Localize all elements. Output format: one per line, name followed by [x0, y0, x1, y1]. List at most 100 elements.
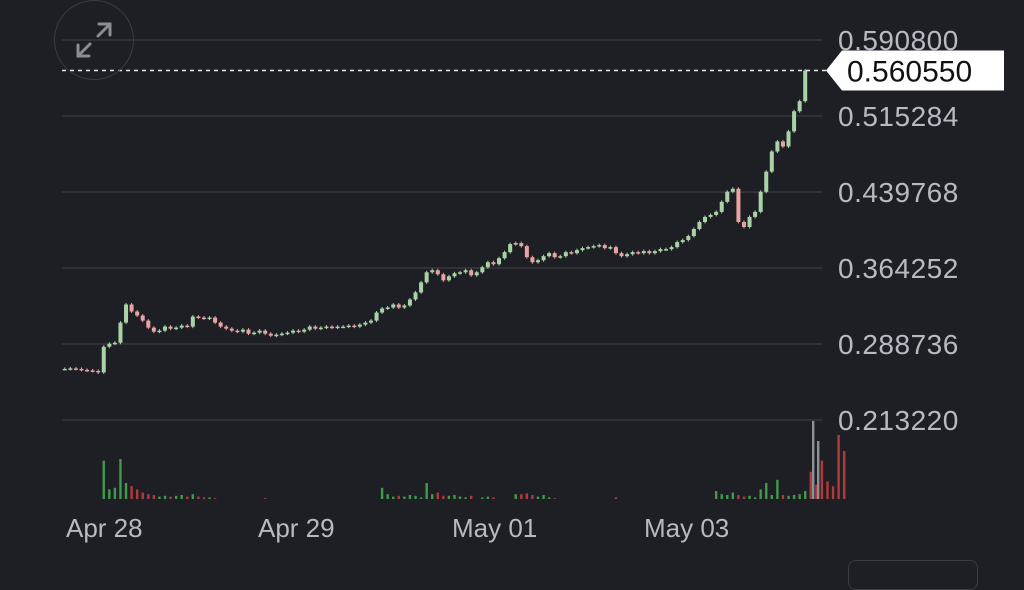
candle-body: [586, 247, 591, 249]
volume-bar: [787, 495, 790, 499]
volume-bar: [397, 495, 401, 499]
volume-bar: [386, 494, 389, 499]
volume-bar: [464, 497, 467, 499]
volume-bar: [553, 498, 556, 499]
volume-bar: [436, 492, 439, 499]
candle-body: [753, 211, 758, 217]
candle-body: [569, 252, 574, 254]
volume-bar-current: [817, 441, 820, 499]
volume-bar: [809, 471, 812, 499]
y-tick-label: 0.439768: [838, 177, 959, 208]
candle-body: [341, 326, 346, 329]
candle-body: [402, 305, 407, 308]
candle-body: [669, 247, 674, 250]
candle-body: [452, 273, 457, 277]
price-chart[interactable]: 0.5908000.5152840.4397680.3642520.288736…: [0, 0, 1024, 576]
candle-body: [107, 343, 112, 347]
candle-body: [285, 332, 290, 335]
candle-body: [508, 244, 513, 253]
volume-bar: [419, 497, 423, 499]
volume-bar: [442, 495, 445, 499]
volume-bar: [798, 494, 801, 499]
volume-bar: [770, 495, 774, 499]
candle-body: [769, 151, 774, 172]
candle-body: [535, 260, 540, 263]
volume-bar: [124, 483, 128, 499]
volume-bar: [514, 494, 517, 499]
candle-body: [524, 246, 529, 258]
candle-body: [124, 304, 129, 323]
candle-body: [196, 316, 201, 319]
volume-bar: [414, 495, 417, 499]
candle-body: [424, 272, 429, 283]
candle-body: [185, 325, 190, 328]
candle-body: [246, 329, 251, 334]
candle-body: [229, 328, 234, 331]
candle-body: [714, 211, 719, 215]
volume-bar: [453, 495, 456, 499]
candle-body: [446, 276, 451, 281]
candle-body: [780, 141, 785, 147]
volume-bar: [748, 495, 751, 499]
candle-body: [502, 252, 507, 259]
candle-body: [302, 329, 307, 332]
candle-body: [162, 326, 167, 331]
candle-body: [62, 368, 67, 371]
candle-body: [385, 307, 390, 310]
x-tick-label: Apr 28: [66, 513, 143, 543]
expand-button[interactable]: [54, 0, 134, 80]
last-price-indicator: 0.560550: [62, 50, 1004, 91]
candle-body: [318, 327, 323, 330]
volume-bar: [163, 495, 167, 499]
volume-bar: [141, 492, 144, 499]
candle-body: [96, 370, 101, 373]
candle-body: [140, 315, 145, 321]
candle-body: [613, 247, 618, 254]
candle-body: [413, 292, 418, 300]
candle-body: [530, 257, 535, 263]
candle-body: [357, 324, 362, 327]
candle-body: [73, 368, 78, 370]
candle-body: [85, 369, 90, 372]
candle-body: [591, 246, 596, 248]
candle-body: [747, 216, 752, 227]
candle-body: [279, 333, 284, 336]
candle-body: [118, 322, 123, 343]
volume-bar: [431, 494, 434, 499]
bottom-control[interactable]: [848, 560, 978, 590]
volume-bar: [531, 495, 534, 499]
candle-body: [792, 111, 797, 132]
chart-grid: [62, 39, 822, 421]
volume-bar: [130, 486, 133, 499]
candle-body: [201, 317, 206, 320]
candle-body: [68, 368, 73, 370]
candle-body: [168, 326, 173, 329]
volume-bar: [781, 495, 785, 499]
candle-body: [268, 333, 273, 336]
volume-bar: [481, 497, 484, 499]
volume-bar: [197, 496, 200, 499]
candle-body: [218, 322, 223, 327]
volume-bar: [726, 495, 729, 499]
candle-body: [207, 317, 212, 320]
candle-body: [647, 251, 652, 254]
volume-bar: [804, 491, 807, 499]
candle-body: [563, 252, 568, 257]
candle-body: [296, 330, 301, 333]
candle-body: [485, 262, 490, 268]
candle-body: [574, 250, 579, 254]
volume-bar: [765, 483, 768, 499]
candle-body: [463, 270, 468, 273]
candle-body: [435, 270, 440, 275]
candle-body: [458, 272, 463, 274]
volume-bar: [102, 460, 105, 499]
candle-body: [307, 326, 312, 330]
volume-bar: [158, 496, 161, 499]
candle-body: [730, 188, 735, 192]
candle-body: [625, 254, 630, 257]
volume-bar: [191, 494, 195, 499]
volume-bar: [135, 489, 139, 499]
candle-body: [652, 251, 657, 254]
volume-bar: [174, 495, 178, 499]
volume-bar: [826, 481, 829, 499]
